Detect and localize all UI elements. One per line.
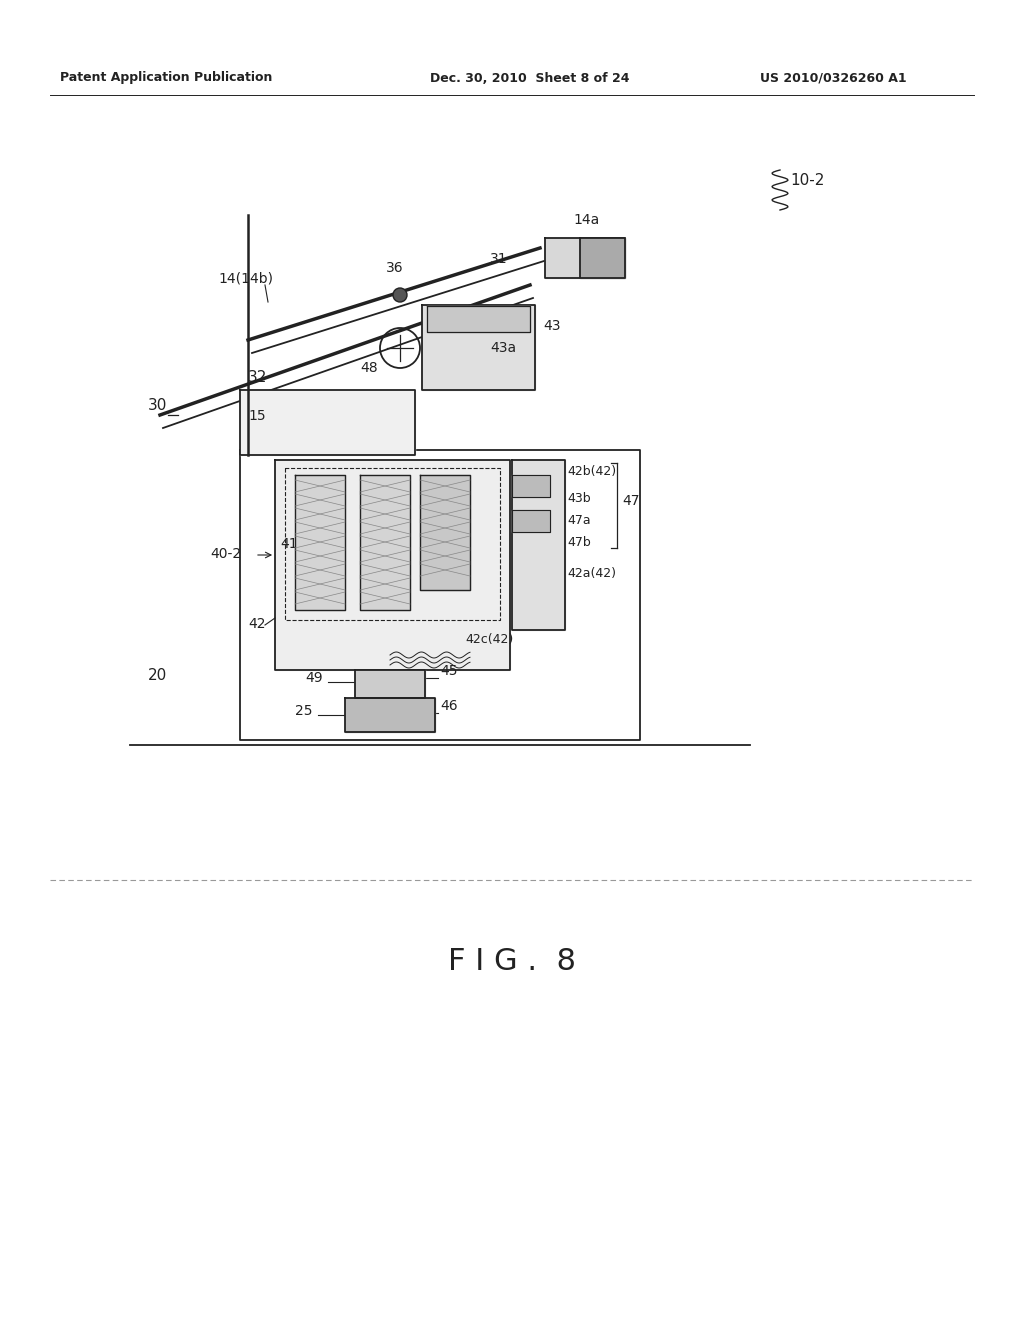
Text: Dec. 30, 2010  Sheet 8 of 24: Dec. 30, 2010 Sheet 8 of 24 [430,71,630,84]
Polygon shape [420,475,470,590]
Polygon shape [427,306,530,333]
Text: Patent Application Publication: Patent Application Publication [60,71,272,84]
Polygon shape [355,671,425,698]
Polygon shape [422,305,535,389]
Polygon shape [580,238,625,279]
Text: 20: 20 [148,668,167,682]
Text: US 2010/0326260 A1: US 2010/0326260 A1 [760,71,906,84]
Polygon shape [512,475,550,498]
Text: 10-2: 10-2 [790,173,824,187]
Text: 43: 43 [543,319,560,333]
Polygon shape [545,238,625,279]
Text: 47b: 47b [567,536,591,549]
Circle shape [393,288,407,302]
Text: 43a: 43a [490,341,516,355]
Polygon shape [512,510,550,532]
Polygon shape [345,698,435,733]
Text: 43b: 43b [567,491,591,504]
Text: 42c(42): 42c(42) [465,634,513,645]
Text: 42: 42 [248,616,265,631]
Polygon shape [295,475,345,610]
Text: 47a: 47a [567,513,591,527]
Text: 41: 41 [280,537,298,550]
Text: 31: 31 [490,252,508,267]
Text: 36: 36 [386,261,403,275]
Polygon shape [275,459,510,671]
Text: 47: 47 [622,494,640,508]
Text: 15: 15 [248,409,265,422]
Text: 30: 30 [148,399,167,413]
Polygon shape [240,389,415,455]
Text: 25: 25 [295,704,312,718]
Text: 42a(42): 42a(42) [567,566,616,579]
Polygon shape [360,475,410,610]
Text: 14a: 14a [573,213,599,227]
Text: 48: 48 [360,360,378,375]
Text: 42b(42): 42b(42) [567,466,616,479]
Text: F I G .  8: F I G . 8 [449,946,575,975]
Text: 46: 46 [440,700,458,713]
Text: 45: 45 [440,664,458,678]
Text: 40-2: 40-2 [210,546,241,561]
Text: 49: 49 [305,671,323,685]
Polygon shape [512,459,565,630]
Text: 32: 32 [248,370,267,385]
Text: 44: 44 [503,308,520,321]
Text: 14(14b): 14(14b) [218,271,273,285]
